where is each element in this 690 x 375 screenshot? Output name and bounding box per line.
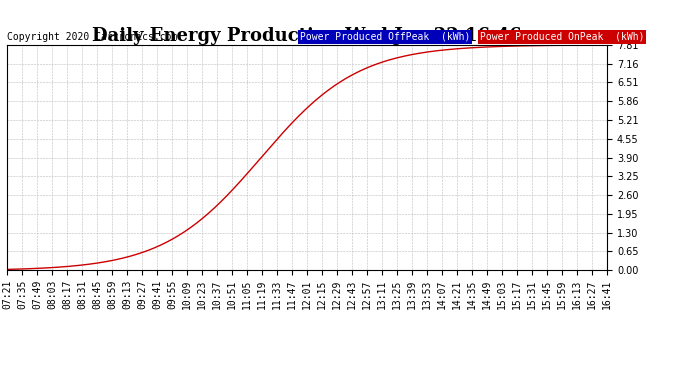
Title: Daily Energy Production Wed Jan 22 16:46: Daily Energy Production Wed Jan 22 16:46: [92, 27, 522, 45]
Text: Power Produced OffPeak  (kWh): Power Produced OffPeak (kWh): [300, 32, 471, 42]
Text: Copyright 2020 Cartronics.com: Copyright 2020 Cartronics.com: [7, 32, 177, 42]
Text: Power Produced OnPeak  (kWh): Power Produced OnPeak (kWh): [480, 32, 644, 42]
